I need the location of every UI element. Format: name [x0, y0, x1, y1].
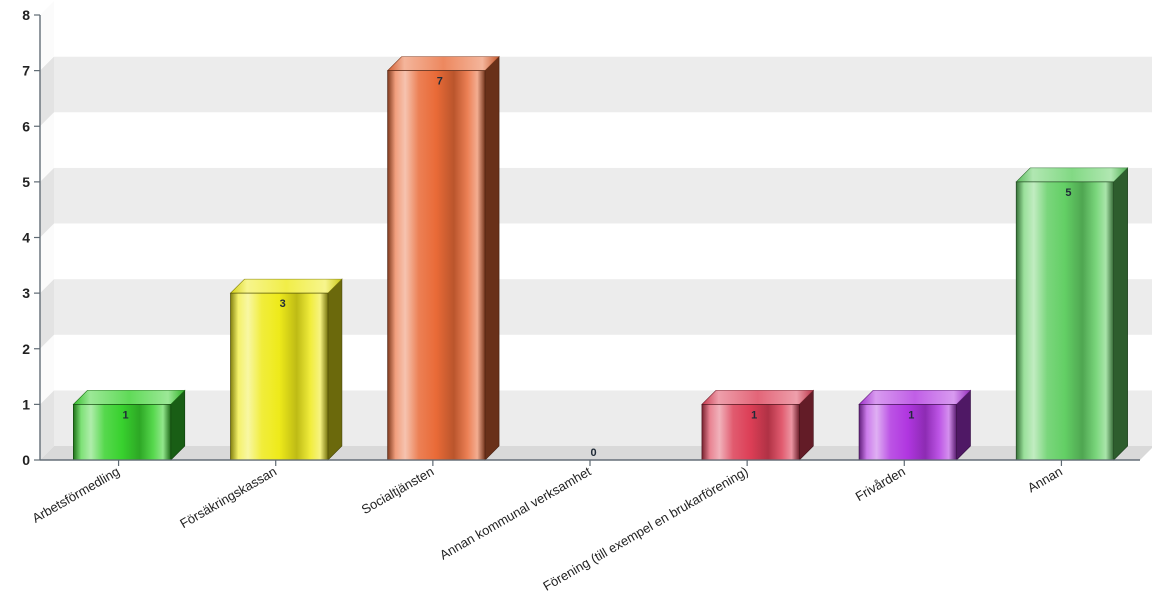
- y-tick-label: 4: [22, 230, 30, 246]
- y-tick-label: 6: [22, 118, 30, 134]
- x-category-label: Frivården: [853, 464, 908, 504]
- y-tick-label: 0: [22, 452, 30, 468]
- x-category-label: Arbetsförmedling: [29, 464, 122, 526]
- bar: [702, 390, 813, 460]
- x-category-label: Försäkringskassan: [177, 464, 279, 532]
- bar-value-label: 1: [751, 409, 757, 421]
- y-tick-label: 3: [22, 285, 30, 301]
- bar-value-label: 3: [280, 298, 286, 310]
- x-category-label: Socialtjänsten: [359, 464, 437, 517]
- bar: [388, 57, 499, 460]
- x-category-label: Annan: [1025, 464, 1065, 496]
- y-tick-label: 7: [22, 63, 30, 79]
- bar: [73, 390, 184, 460]
- bar-value-label: 0: [590, 447, 596, 459]
- bar-value-label: 1: [123, 409, 129, 421]
- x-category-label: Annan kommunal verksamhet: [437, 463, 594, 562]
- bar-chart-3d: 0 1 2 3 4 5 6 7 8 1 Arbetsförmedling 3 Försäkringska…: [0, 0, 1152, 605]
- y-tick-label: 8: [22, 7, 30, 23]
- y-tick-label: 2: [22, 341, 30, 357]
- bar: [231, 279, 342, 460]
- bar-value-label: 1: [908, 409, 914, 421]
- bar-value-label: 5: [1065, 187, 1071, 199]
- bar: [1016, 168, 1127, 460]
- bar: [859, 390, 970, 460]
- y-tick-label: 1: [22, 396, 30, 412]
- y-tick-label: 5: [22, 174, 30, 190]
- bar-value-label: 7: [437, 76, 443, 88]
